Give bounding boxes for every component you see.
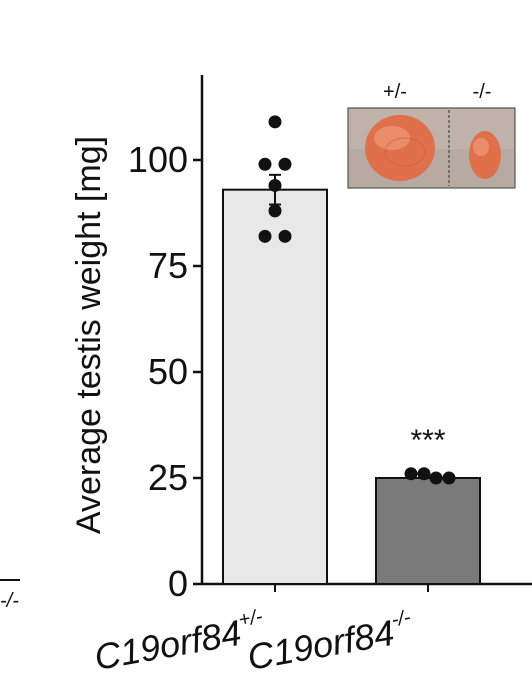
data-point xyxy=(268,178,282,192)
x-category-label: C19orf84+/- xyxy=(91,606,268,678)
y-axis-title: Average testis weight [mg] xyxy=(70,136,108,534)
x-category-label-base: C19orf84 xyxy=(244,612,397,678)
data-point xyxy=(258,229,272,243)
bar xyxy=(222,188,328,585)
bar xyxy=(375,477,481,585)
testis-het-highlight xyxy=(374,126,410,150)
significance-label: *** xyxy=(410,424,445,457)
data-point xyxy=(278,157,292,171)
inset-label-het: +/- xyxy=(383,81,407,103)
plot-area: 0 25 50 75 100 Average testis weight [mg] *** C… xyxy=(70,75,532,678)
x-category-label: C19orf84-/- xyxy=(244,606,416,677)
inset-label-ko: -/- xyxy=(473,81,492,103)
testis-photo-inset: +/- -/- xyxy=(347,81,516,189)
testis-ko-highlight xyxy=(473,138,489,156)
data-point xyxy=(268,115,282,129)
data-point xyxy=(258,157,272,171)
testis-het-vein xyxy=(384,137,426,167)
y-tick-label: 0 xyxy=(168,563,188,604)
y-tick-label: 75 xyxy=(148,245,188,286)
y-tick-label: 50 xyxy=(148,351,188,392)
data-point xyxy=(278,229,292,243)
data-point xyxy=(404,467,418,481)
cropped-panel-label-fragment: -/- xyxy=(0,590,19,612)
data-point xyxy=(429,471,443,485)
y-tick-label: 25 xyxy=(148,457,188,498)
data-point xyxy=(268,204,282,218)
data-point xyxy=(442,471,456,485)
x-category-label-base: C19orf84 xyxy=(91,612,244,678)
data-point xyxy=(417,467,431,481)
testis-ko-image xyxy=(469,131,501,179)
y-tick-label: 100 xyxy=(128,139,188,180)
x-category-label-superscript: -/- xyxy=(390,606,413,631)
x-category-label-superscript: +/- xyxy=(237,606,265,632)
